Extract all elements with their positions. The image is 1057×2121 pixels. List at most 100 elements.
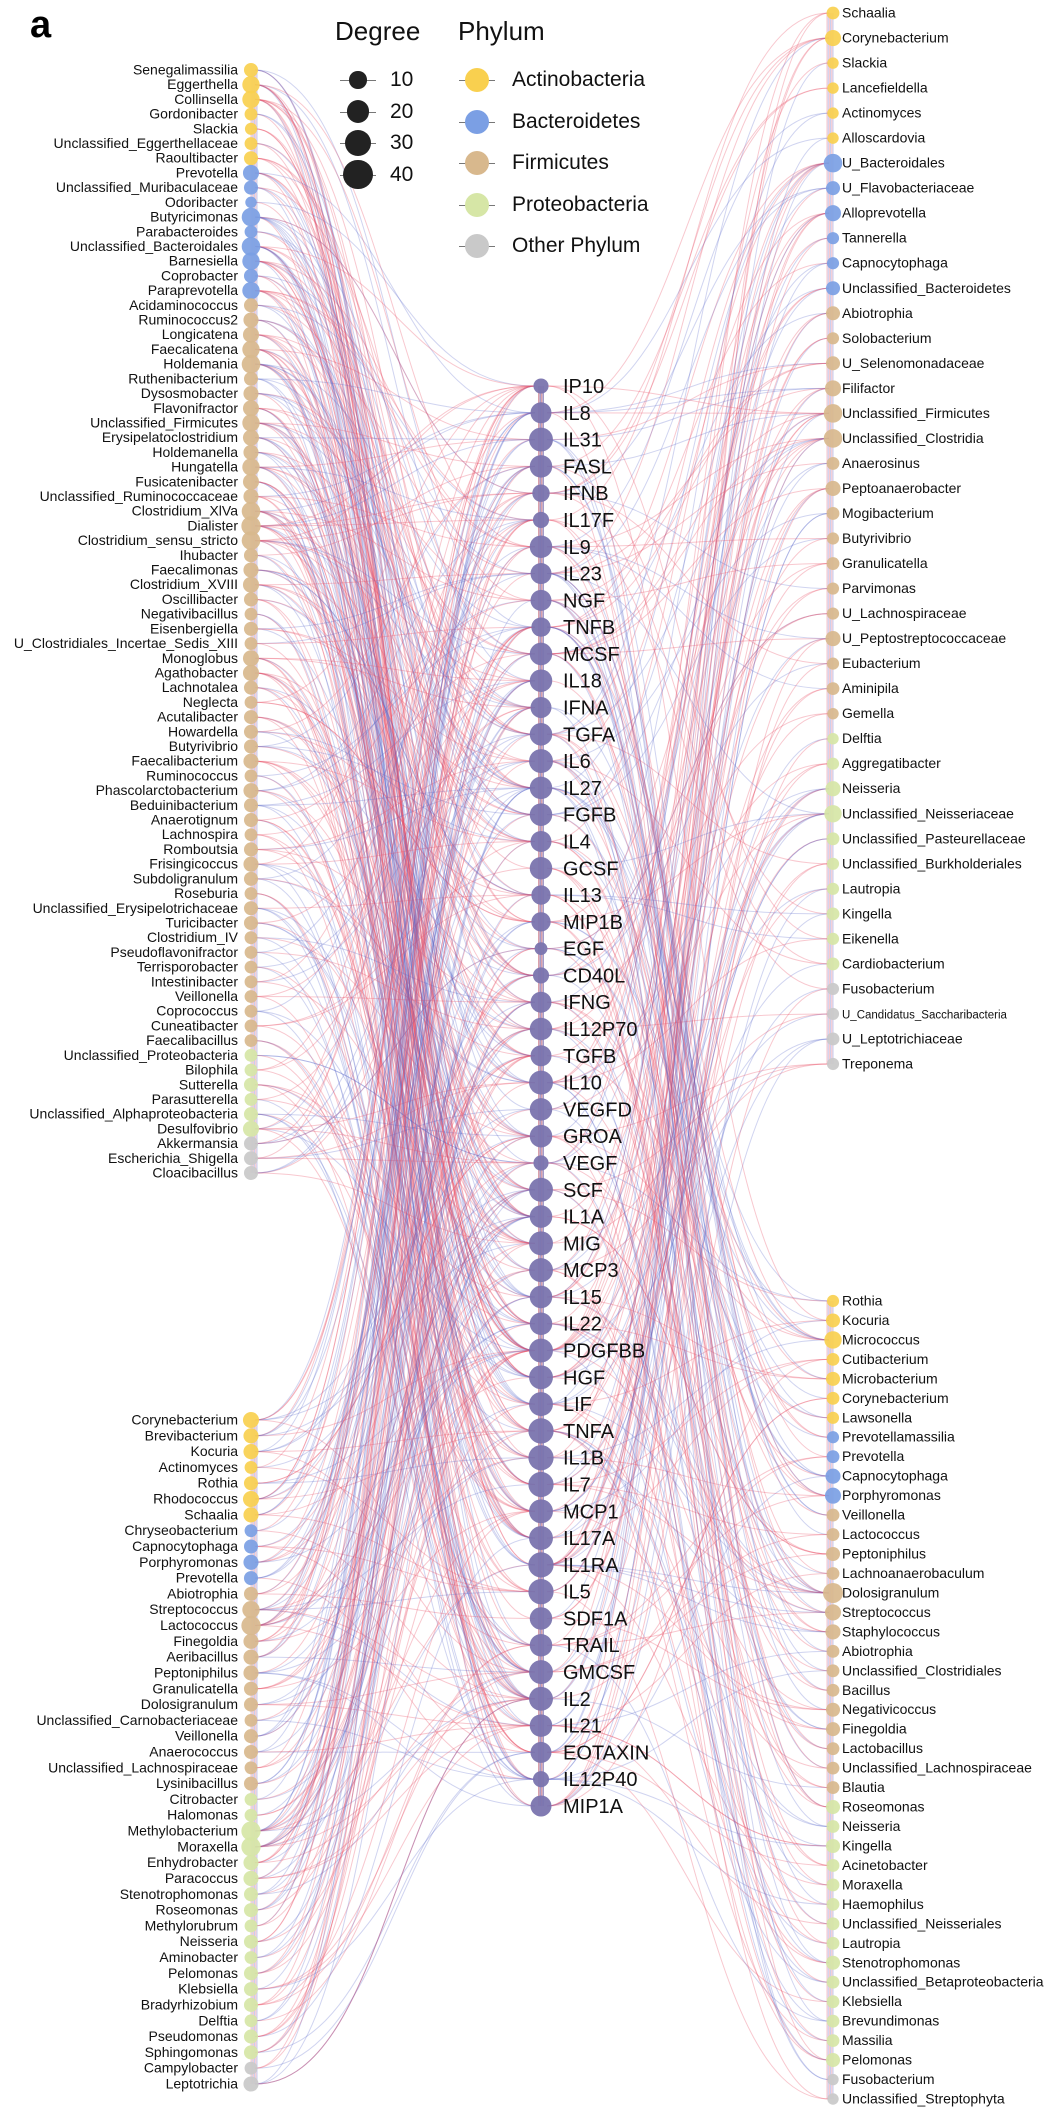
taxon-label: Microbacterium [842, 1370, 938, 1386]
edge-negative [254, 451, 536, 1352]
edge-positive [546, 1564, 830, 1886]
edge-positive [254, 143, 536, 1378]
cytokine-label: IL1B [563, 1448, 604, 1470]
edge-negative [546, 1038, 830, 1807]
edge-positive [254, 657, 536, 682]
taxon-node-neisseria [243, 1934, 259, 1949]
edge-positive [254, 1564, 536, 1832]
edge-negative [254, 1672, 536, 1807]
edge-negative [254, 201, 536, 387]
edge-positive [254, 894, 536, 909]
edge-negative [254, 334, 536, 1378]
edge-positive [254, 201, 536, 1325]
edge-positive [254, 937, 536, 1137]
edge-negative [254, 363, 536, 1352]
edge-negative [254, 573, 536, 645]
taxon-node-unclassified-bacteroidetes [825, 281, 841, 296]
taxon-node-unclassified-firmicutes [823, 404, 843, 423]
edge-positive [254, 466, 536, 842]
edge-negative [546, 462, 830, 1485]
taxon-node-phascolarctobacterium [243, 783, 259, 799]
edge-positive [546, 563, 830, 1352]
taxon-label: Prevotella [176, 1570, 238, 1586]
taxon-label: Unclassified_Clostridia [842, 430, 984, 446]
taxon-node-finegoldia [825, 1722, 841, 1737]
cytokine-node-fgfb [529, 803, 553, 826]
edge-positive [254, 128, 536, 1378]
edge-negative [254, 573, 536, 953]
edge-negative [546, 1323, 830, 1828]
cytokine-node-scf [529, 1177, 553, 1202]
edge-negative [254, 921, 536, 1911]
taxon-label: Romboutsia [163, 841, 238, 857]
edge-negative [254, 1483, 536, 1611]
taxon-label: Cuneatibacter [151, 1017, 239, 1033]
edge-negative [254, 775, 536, 1539]
edge-negative [254, 554, 536, 1700]
taxon-node-unclassified-muribaculaceae [243, 180, 259, 195]
edge-negative [254, 412, 536, 1927]
edge-negative [254, 187, 536, 1084]
edge-positive [254, 540, 536, 816]
cytokine-node-il5 [528, 1579, 554, 1605]
cytokine-node-il1b [528, 1445, 554, 1471]
cytokine-node-vegf [533, 1155, 549, 1171]
edge-positive [254, 626, 536, 1595]
taxon-node-unclassified-neisseriales [826, 1917, 840, 1931]
edge-positive [254, 546, 536, 1879]
edge-negative [254, 1135, 536, 1785]
edge-negative [254, 216, 536, 789]
taxon-node-actinomyces [244, 1461, 258, 1474]
edge-positive [546, 888, 830, 1459]
edge-positive [254, 172, 536, 1539]
legend-phylum-dot-proteobacteria [465, 192, 489, 217]
taxon-label: Oscillibacter [162, 591, 239, 607]
edge-positive [254, 613, 536, 1753]
edge-positive [254, 385, 536, 527]
edge-negative [546, 838, 830, 1512]
edge-positive [254, 98, 536, 789]
edge-positive [546, 162, 830, 628]
edge-positive [254, 84, 536, 1432]
taxon-label: Eggerthella [167, 76, 238, 92]
edge-negative [254, 216, 536, 655]
taxon-label: Bradyrhizobium [141, 1996, 238, 2012]
edge-negative [546, 492, 830, 590]
edge-positive [254, 1323, 536, 1816]
taxon-label: Slackia [842, 55, 887, 71]
taxon-node-anaerosinus [826, 457, 840, 470]
edge-negative [254, 733, 536, 1563]
edge-positive [546, 1013, 830, 1030]
edge-positive [254, 466, 536, 789]
edge-positive [546, 385, 830, 940]
edge-positive [546, 760, 830, 1633]
taxon-label: U_Selenomonadaceae [842, 355, 985, 371]
taxon-label: Mogibacterium [842, 505, 934, 521]
edge-positive [546, 1216, 830, 1555]
taxon-node-romboutsia [243, 842, 259, 857]
taxon-label: Unclassified_Erysipelotrichaceae [33, 900, 239, 916]
edge-positive [546, 894, 830, 2003]
edge-negative [254, 1698, 536, 2085]
legend-degree-dot [345, 130, 371, 156]
cytokine-node-ifna [530, 697, 552, 719]
taxon-label: Unclassified_Proteobacteria [64, 1047, 239, 1063]
taxon-node-clostridium-xviii [242, 576, 260, 593]
taxon-node-veillonella [243, 1729, 259, 1744]
edge-negative [254, 216, 536, 1352]
edge-positive [546, 1063, 830, 1191]
edge-negative [546, 760, 830, 1594]
taxon-label: Enhydrobacter [147, 1854, 238, 1870]
edge-positive [254, 525, 536, 762]
taxon-node-capnocytophaga [826, 257, 840, 270]
taxon-label: Abiotrophia [842, 1643, 913, 1659]
edge-negative [254, 707, 536, 1658]
edge-positive [254, 481, 536, 1352]
edge-positive [546, 262, 830, 628]
edge-negative [546, 412, 830, 1727]
taxon-node-bilophila [244, 1063, 258, 1077]
edge-positive [254, 422, 536, 1539]
taxon-node-kocuria [243, 1444, 259, 1460]
taxon-label: Lactococcus [160, 1617, 238, 1633]
edge-positive [254, 510, 536, 601]
